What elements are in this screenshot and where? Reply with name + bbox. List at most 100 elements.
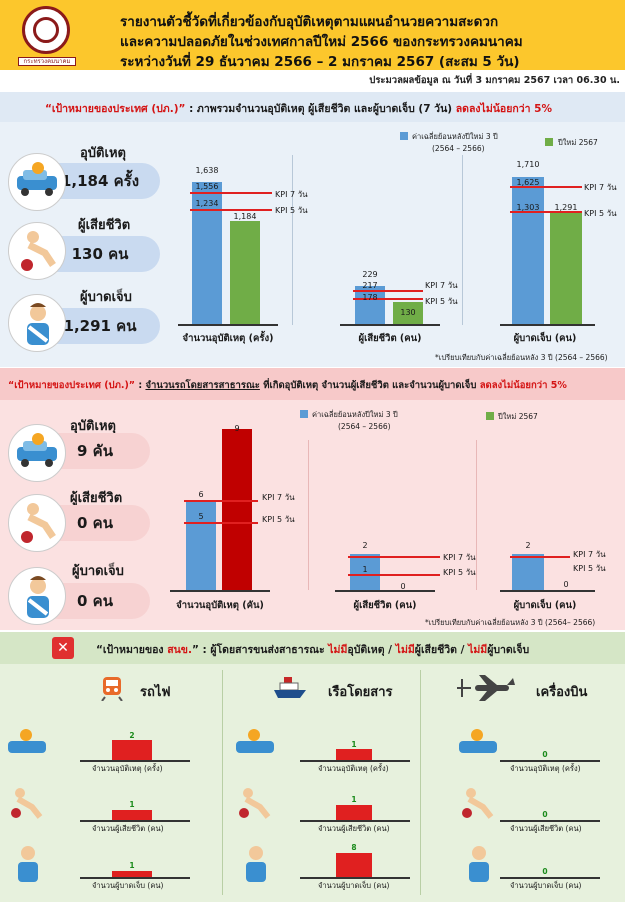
s1-c3-kpi7-value: 1,625 xyxy=(516,178,540,187)
car-crash-icon xyxy=(4,723,50,767)
s1-c1-kpi5-line xyxy=(190,209,272,211)
airplane-injury-value: 0 xyxy=(542,867,548,876)
s1-c1-avg-value: 1,638 xyxy=(195,166,219,175)
train-accident-bar xyxy=(112,740,152,760)
train-death-axis xyxy=(80,820,190,822)
s2-c1-kpi5-value: 5 xyxy=(198,512,204,521)
airplane-death-value: 0 xyxy=(542,810,548,819)
section1-band xyxy=(0,92,625,122)
s1-footnote: *เปรียบเทียบกับค่าเฉลี่ยย้อนหลัง 3 ปี (2… xyxy=(435,353,608,362)
ferry-death-bar xyxy=(336,805,372,820)
logo-caption: กระทรวงคมนาคม xyxy=(18,57,76,66)
s3-divider-2 xyxy=(420,670,421,895)
airplane-death-label: จำนวนผู้เสียชีวิต (คน) xyxy=(510,824,582,833)
s2-c1-kpi7-label: KPI 7 วัน xyxy=(262,493,295,502)
mode-title-airplane: เครื่องบิน xyxy=(536,685,588,700)
ferry-accident-value: 1 xyxy=(351,740,357,749)
s1-accident-label: อุบัติเหตุ xyxy=(80,146,126,161)
s2-c2-avg-value: 2 xyxy=(362,541,368,550)
injured-person-icon xyxy=(8,294,66,352)
ship-icon xyxy=(272,675,308,705)
train-injury-bar xyxy=(112,871,152,877)
s1-c1-axis xyxy=(178,324,278,326)
s1-c3-avg-bar xyxy=(512,177,544,324)
s1-legend-avg-years: (2564 – 2566) xyxy=(432,144,485,153)
s2-c3-current-value: 0 xyxy=(563,580,569,589)
s1-legend-current-swatch xyxy=(545,138,553,146)
s2-death-label: ผู้เสียชีวิต xyxy=(70,491,123,506)
s2-c2-kpi5-label: KPI 5 วัน xyxy=(443,568,476,577)
airplane-accident-value: 0 xyxy=(542,750,548,759)
ferry-injury-value: 8 xyxy=(351,843,357,852)
s1-legend-avg: ค่าเฉลี่ยย้อนหลังปีใหม่ 3 ปี xyxy=(412,132,498,141)
car-crash-icon xyxy=(232,723,278,767)
car-crash-icon xyxy=(8,153,66,211)
section3-heading: “เป้าหมายของ สนข.” : ผู้โดยสารขนส่งสาธาร… xyxy=(96,644,530,656)
s2-c3-xlabel: ผู้บาดเจ็บ (คน) xyxy=(513,600,577,611)
title-line-2: และความปลอดภัยในช่วงเทศกาลปีใหม่ 2566 ขอ… xyxy=(120,34,523,50)
train-death-label: จำนวนผู้เสียชีวิต (คน) xyxy=(92,824,164,833)
s1-c3-kpi7-line xyxy=(510,186,582,188)
fallen-person-icon xyxy=(8,494,66,552)
ferry-injury-label: จำนวนผู้บาดเจ็บ (คน) xyxy=(318,881,390,890)
s2-legend-current: ปีใหม่ 2567 xyxy=(498,412,538,421)
s2-accident-label: อุบัติเหตุ xyxy=(70,419,116,434)
s1-c2-current-value: 130 xyxy=(400,308,416,317)
airplane-death-axis xyxy=(500,820,600,822)
s2-c3-kpi5-label: KPI 5 วัน xyxy=(573,564,606,573)
airplane-injury-label: จำนวนผู้บาดเจ็บ (คน) xyxy=(510,881,582,890)
section3-band xyxy=(0,632,625,664)
s1-c1-kpi5-label: KPI 5 วัน xyxy=(275,206,308,215)
s1-c1-avg-bar xyxy=(192,182,222,324)
airplane-accident-label: จำนวนอุบัติเหตุ (ครั้ง) xyxy=(510,764,581,773)
s1-legend-avg-swatch xyxy=(400,132,408,140)
s1-c3-kpi7-label: KPI 7 วัน xyxy=(584,183,617,192)
injured-person-icon xyxy=(459,843,499,891)
ferry-death-label: จำนวนผู้เสียชีวิต (คน) xyxy=(318,824,390,833)
s2-c3-avg-value: 2 xyxy=(525,541,531,550)
fallen-person-icon xyxy=(455,783,501,827)
s1-c2-xlabel: ผู้เสียชีวิต (คน) xyxy=(358,333,422,344)
s2-divider-2 xyxy=(476,440,477,590)
s2-footnote: *เปรียบเทียบกับค่าเฉลี่ยย้อนหลัง 3 ปี (2… xyxy=(425,618,596,627)
fallen-person-icon xyxy=(8,222,66,280)
s2-c2-kpi7-label: KPI 7 วัน xyxy=(443,553,476,562)
ferry-accident-bar xyxy=(336,749,372,760)
ferry-accident-label: จำนวนอุบัติเหตุ (ครั้ง) xyxy=(318,764,389,773)
s1-c2-kpi7-value: 217 xyxy=(362,281,378,290)
train-accident-axis xyxy=(80,760,190,762)
s1-c1-kpi7-value: 1,556 xyxy=(195,182,219,191)
ferry-accident-axis xyxy=(300,760,410,762)
train-accident-value: 2 xyxy=(129,731,135,740)
section2-heading: “เป้าหมายของประเทศ (ปภ.)” : จำนวนรถโดยสา… xyxy=(8,380,567,391)
s1-c3-kpi5-label: KPI 5 วัน xyxy=(584,209,617,218)
injured-person-icon xyxy=(8,843,48,891)
s1-legend-current: ปีใหม่ 2567 xyxy=(558,138,598,147)
s2-c3-kpi7-line xyxy=(510,556,570,558)
ferry-death-axis xyxy=(300,820,410,822)
s2-c2-kpi5-value: 1 xyxy=(362,565,368,574)
s2-legend-avg: ค่าเฉลี่ยย้อนหลังปีใหม่ 3 ปี xyxy=(312,410,398,419)
car-crash-icon xyxy=(455,723,501,767)
s1-injury-label: ผู้บาดเจ็บ xyxy=(80,290,132,305)
fallen-person-icon xyxy=(4,783,50,827)
s1-c3-axis xyxy=(500,324,595,326)
s2-legend-avg-years: (2564 – 2566) xyxy=(338,422,391,431)
s1-c1-kpi5-value: 1,234 xyxy=(195,199,219,208)
injured-person-icon xyxy=(236,843,276,891)
airplane-injury-axis xyxy=(500,877,600,879)
mode-title-train: รถไฟ xyxy=(140,685,171,700)
s1-c1-kpi7-label: KPI 7 วัน xyxy=(275,190,308,199)
s1-c3-avg-value: 1,710 xyxy=(516,160,540,169)
header-banner xyxy=(0,0,625,70)
s2-c2-xlabel: ผู้เสียชีวิต (คน) xyxy=(353,600,417,611)
s2-c3-avg-bar xyxy=(512,554,544,590)
s2-c2-kpi5-line xyxy=(348,574,440,576)
s1-c3-kpi5-value: 1,303 xyxy=(516,203,540,212)
s1-c3-current-bar xyxy=(550,213,582,324)
car-crash-icon xyxy=(8,424,66,482)
s1-c2-kpi5-value: 178 xyxy=(362,293,378,302)
s1-c3-kpi5-line xyxy=(510,211,582,213)
title-line-3: ระหว่างวันที่ 29 ธันวาคม 2566 – 2 มกราคม… xyxy=(120,54,520,70)
s1-c2-current-bar xyxy=(393,302,423,324)
